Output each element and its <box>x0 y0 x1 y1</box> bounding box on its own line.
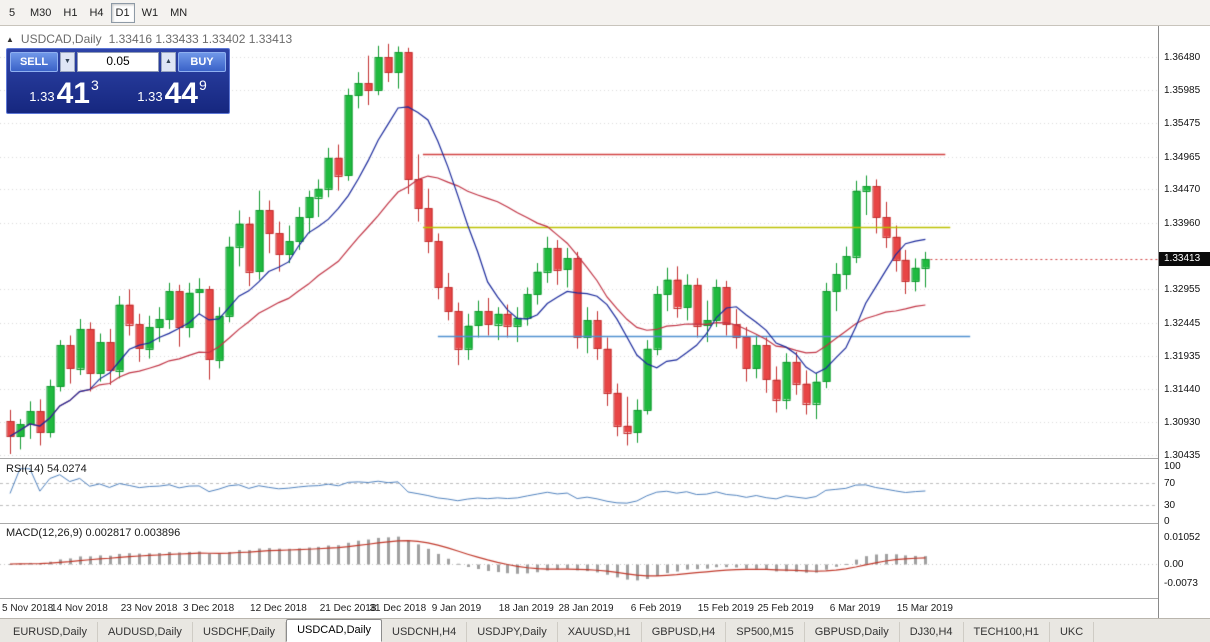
rsi-indicator-label: RSI(14) 54.0274 <box>6 463 87 475</box>
bid-price-prefix: 1.33 <box>29 89 55 104</box>
time-axis-label: 23 Nov 2018 <box>120 603 178 614</box>
ask-price-pipette: 9 <box>198 77 207 93</box>
tab-ukc[interactable]: UKC <box>1050 622 1095 642</box>
price-axis-label: 1.35475 <box>1164 118 1201 130</box>
price-axis-label: 1.34470 <box>1164 184 1201 196</box>
rsi-macd-splitter[interactable] <box>0 523 1210 524</box>
bid-price[interactable]: 1.33 41 3 <box>10 72 118 112</box>
time-axis-label: 5 Nov 2018 <box>2 603 54 614</box>
chart-ohlc-values: 1.33416 1.33433 1.33402 1.33413 <box>108 32 293 46</box>
tab-sp500-m15[interactable]: SP500,M15 <box>726 622 805 642</box>
sell-button[interactable]: SELL <box>10 52 58 72</box>
time-axis-label: 15 Feb 2019 <box>697 603 754 614</box>
volume-down-icon[interactable]: ▼ <box>60 52 75 72</box>
one-click-trade-panel: SELL ▼ 0.05 ▲ BUY 1.33 41 3 1.33 44 9 <box>6 48 230 114</box>
timeframe-h4[interactable]: H4 <box>89 6 104 19</box>
price-axis-label: 1.36480 <box>1164 52 1201 63</box>
tab-eurusd-daily[interactable]: EURUSD,Daily <box>3 622 98 642</box>
tab-usdjpy-daily[interactable]: USDJPY,Daily <box>467 622 558 642</box>
macd-timescale-splitter[interactable] <box>0 598 1210 599</box>
price-axis-label: 1.30930 <box>1164 417 1201 429</box>
buy-button[interactable]: BUY <box>178 52 226 72</box>
tab-usdcad-daily[interactable]: USDCAD,Daily <box>286 619 383 642</box>
tab-gbpusd-h4[interactable]: GBPUSD,H4 <box>642 622 727 642</box>
main-rsi-splitter[interactable] <box>0 458 1210 459</box>
timeframe-5[interactable]: 5 <box>8 6 16 19</box>
tab-gbpusd-daily[interactable]: GBPUSD,Daily <box>805 622 900 642</box>
tab-usdchf-daily[interactable]: USDCHF,Daily <box>193 622 287 642</box>
volume-input[interactable]: 0.05 <box>77 52 159 72</box>
time-axis-label: 25 Feb 2019 <box>757 603 814 614</box>
rsi-axis-label: 30 <box>1164 499 1176 511</box>
macd-axis-label: -0.0073 <box>1164 577 1198 589</box>
time-axis-label: 14 Nov 2018 <box>51 603 108 614</box>
timeframe-d1[interactable]: D1 <box>110 2 135 23</box>
ask-price-big-digits: 44 <box>164 77 198 110</box>
rsi-axis-label: 70 <box>1164 477 1176 489</box>
time-axis-label: 31 Dec 2018 <box>369 603 427 614</box>
tab-tech100-h1[interactable]: TECH100,H1 <box>964 622 1050 642</box>
current-price-badge: 1.33413 <box>1159 252 1210 266</box>
chart-title: ▲ USDCAD,Daily 1.33416 1.33433 1.33402 1… <box>6 32 292 46</box>
bid-price-pipette: 3 <box>90 77 99 93</box>
price-axis-label: 1.33960 <box>1164 217 1201 229</box>
timeframe-w1[interactable]: W1 <box>141 6 159 19</box>
timeframe-toolbar: 5 M30 H1 H4 D1 W1 MN <box>0 0 1210 26</box>
timeframe-h1[interactable]: H1 <box>63 6 78 19</box>
volume-up-icon[interactable]: ▲ <box>161 52 176 72</box>
time-axis-label: 6 Mar 2019 <box>829 603 881 614</box>
macd-axis-label: 0.01052 <box>1164 531 1201 543</box>
time-axis-label: 6 Feb 2019 <box>630 603 682 614</box>
time-axis-label: 12 Dec 2018 <box>250 603 307 614</box>
ask-price-prefix: 1.33 <box>137 89 163 104</box>
time-axis-label: 28 Jan 2019 <box>558 603 614 614</box>
time-axis-label: 3 Dec 2018 <box>183 603 235 614</box>
timeframe-mn[interactable]: MN <box>170 6 188 19</box>
price-axis[interactable]: 1.33413 1.36480 1.35985 1.35475 1.34965 1.34… <box>1158 26 1210 618</box>
macd-indicator-label: MACD(12,26,9) 0.002817 0.003896 <box>6 527 181 539</box>
price-axis-label: 1.34965 <box>1164 151 1201 163</box>
tab-xauusd-h1[interactable]: XAUUSD,H1 <box>558 622 642 642</box>
rsi-axis-label: 0 <box>1164 516 1170 527</box>
macd-axis-label: 0.00 <box>1164 559 1184 570</box>
price-chart-canvas[interactable] <box>0 26 1158 618</box>
timeframe-m30[interactable]: M30 <box>30 6 52 19</box>
bid-price-big-digits: 41 <box>56 77 90 110</box>
tab-usdcnh-h4[interactable]: USDCNH,H4 <box>382 622 468 642</box>
price-axis-label: 1.32445 <box>1164 317 1201 329</box>
time-axis-label: 21 Dec 2018 <box>319 603 377 614</box>
chart-symbol-label: USDCAD,Daily <box>20 32 102 46</box>
price-axis-label: 1.31935 <box>1164 351 1201 363</box>
price-axis-label: 1.32955 <box>1164 284 1201 296</box>
timeframe-buttons: 5 M30 H1 H4 D1 W1 MN <box>1 2 192 23</box>
ask-price[interactable]: 1.33 44 9 <box>118 72 226 112</box>
time-axis-label: 18 Jan 2019 <box>498 603 554 614</box>
price-axis-label: 1.31440 <box>1164 383 1201 395</box>
price-axis-label: 1.35985 <box>1164 84 1201 96</box>
tab-dj30-h4[interactable]: DJ30,H4 <box>900 622 964 642</box>
time-axis-label: 15 Mar 2019 <box>896 603 953 614</box>
rsi-axis-label: 100 <box>1164 461 1181 472</box>
chart-tab-bar: EURUSD,Daily AUDUSD,Daily USDCHF,Daily USDC… <box>0 618 1210 642</box>
tab-audusd-daily[interactable]: AUDUSD,Daily <box>98 622 193 642</box>
price-axis-label: 1.30435 <box>1164 450 1201 461</box>
time-axis-label: 9 Jan 2019 <box>431 603 482 614</box>
chart-window: ▲ USDCAD,Daily 1.33416 1.33433 1.33402 1… <box>0 26 1210 618</box>
trade-panel-toggle-icon[interactable]: ▲ <box>6 34 14 44</box>
